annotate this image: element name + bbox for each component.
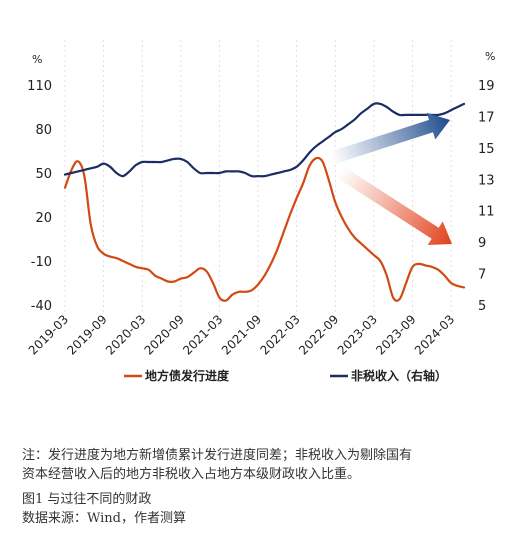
left-tick-label: 110 bbox=[27, 79, 52, 94]
left-tick-label: 20 bbox=[35, 211, 52, 226]
legend-label-local-bond: 地方债发行进度 bbox=[145, 368, 230, 383]
right-tick-label: 9 bbox=[478, 236, 486, 251]
right-axis-ticks: 19 17 15 13 11 9 7 5 bbox=[478, 79, 495, 314]
figure-title: 图1 与过往不同的财政 bbox=[22, 492, 152, 507]
x-tick-label: 2021-03 bbox=[180, 312, 225, 357]
right-tick-label: 17 bbox=[478, 110, 495, 125]
x-tick-label: 2020-03 bbox=[103, 312, 148, 357]
x-tick-label: 2022-09 bbox=[296, 312, 341, 357]
x-tick-label: 2022-03 bbox=[257, 312, 302, 357]
right-tick-label: 11 bbox=[478, 205, 495, 220]
right-tick-label: 15 bbox=[478, 142, 495, 157]
down-trend-arrow bbox=[336, 166, 452, 245]
x-tick-label: 2024-03 bbox=[412, 312, 457, 357]
right-tick-label: 19 bbox=[478, 79, 495, 94]
legend: 地方债发行进度 非税收入（右轴） bbox=[124, 368, 447, 383]
series-line-local-bond-progress bbox=[63, 156, 466, 302]
x-tick-label: 2023-09 bbox=[373, 312, 418, 357]
x-tick-label: 2019-09 bbox=[64, 312, 109, 357]
left-tick-label: 50 bbox=[35, 167, 52, 182]
x-tick-label: 2023-03 bbox=[335, 312, 380, 357]
left-axis-unit: % bbox=[32, 53, 42, 66]
footnote: 注：发行进度为地方新增债累计发行进度同差；非税收入为剔除国有 资本经营收入后的地… bbox=[22, 446, 502, 484]
right-axis-unit: % bbox=[485, 50, 495, 63]
data-source: 数据来源：Wind，作者测算 bbox=[22, 511, 186, 526]
x-axis-ticks: 2019-032019-092020-032020-092021-032021-… bbox=[26, 312, 457, 357]
left-tick-label: 80 bbox=[35, 123, 52, 138]
right-tick-label: 5 bbox=[478, 299, 486, 314]
left-tick-label: -40 bbox=[31, 299, 52, 314]
legend-label-nontax: 非税收入（右轴） bbox=[351, 368, 447, 383]
chart-canvas: 110 80 50 20 -10 -40 19 17 15 13 11 9 7 5 % % 2019-0… bbox=[26, 40, 495, 383]
up-trend-arrow bbox=[330, 112, 450, 165]
left-tick-label: -10 bbox=[31, 255, 52, 270]
figure-caption: 图1 与过往不同的财政 数据来源：Wind，作者测算 bbox=[22, 490, 186, 528]
x-tick-label: 2021-09 bbox=[219, 312, 264, 357]
right-tick-label: 7 bbox=[478, 268, 486, 283]
left-axis-ticks: 110 80 50 20 -10 -40 bbox=[27, 79, 52, 314]
x-tick-label: 2019-03 bbox=[26, 312, 71, 357]
trend-arrows bbox=[330, 112, 452, 245]
right-tick-label: 13 bbox=[478, 173, 495, 188]
series-line-nontax-revenue bbox=[63, 102, 466, 178]
series-lines bbox=[63, 102, 466, 302]
footnote-line-1: 注：发行进度为地方新增债累计发行进度同差；非税收入为剔除国有 bbox=[22, 448, 413, 463]
x-tick-label: 2020-09 bbox=[142, 312, 187, 357]
footnote-line-2: 资本经营收入后的地方非税收入占地方本级财政收入比重。 bbox=[22, 467, 361, 482]
